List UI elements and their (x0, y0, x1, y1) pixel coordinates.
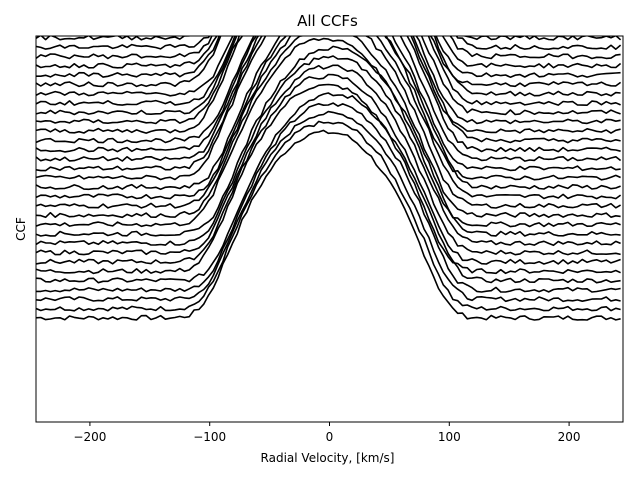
ccf-curve-6 (36, 83, 621, 275)
x-tick-label: 200 (558, 430, 581, 444)
ccf-curve-8 (36, 64, 621, 256)
ccf-curve-21 (36, 36, 621, 134)
ccf-curve-7 (36, 73, 621, 265)
ccf-curve-24 (36, 36, 621, 106)
ccf-curve-4 (36, 102, 621, 293)
ccf-curve-26 (36, 36, 622, 88)
ccf-curve-22 (36, 36, 621, 125)
ccf-curve-18 (36, 36, 622, 162)
ccf-curves (36, 0, 622, 321)
ccf-curve-10 (36, 45, 621, 237)
x-tick-label: 0 (326, 430, 334, 444)
ccf-curve-5 (36, 92, 621, 284)
ccf-curve-12 (36, 36, 621, 219)
ccf-curve-1 (36, 129, 621, 321)
ccf-curve-14 (36, 36, 622, 200)
x-tick-label: 100 (438, 430, 461, 444)
ccf-curve-30 (36, 36, 622, 50)
ccf-curve-15 (36, 36, 621, 191)
ccf-curve-23 (36, 36, 621, 116)
chart-title: All CCFs (297, 12, 358, 30)
x-tick-label: −100 (193, 430, 226, 444)
ccf-curve-25 (36, 36, 621, 97)
ccf-curve-11 (36, 37, 621, 228)
ccf-curve-29 (36, 36, 621, 60)
ccf-curve-35 (36, 0, 621, 3)
x-axis-label: Radial Velocity, [km/s] (261, 451, 395, 465)
ccf-curve-3 (36, 110, 621, 303)
x-axis-ticks: −200 −100 0 100 200 (73, 422, 581, 444)
ccf-curve-34 (36, 0, 621, 12)
x-tick-label: −200 (73, 430, 106, 444)
ccf-curve-20 (36, 36, 621, 144)
ccf-curve-19 (36, 36, 621, 153)
ccf-curve-28 (36, 36, 622, 69)
ccf-curve-9 (36, 55, 621, 247)
ccf-curve-2 (36, 120, 621, 312)
ccf-curve-17 (36, 36, 621, 172)
ccf-curve-13 (36, 36, 621, 209)
ccf-curve-16 (36, 36, 621, 181)
y-axis-label: CCF (14, 217, 28, 241)
ccf-curve-27 (36, 36, 621, 78)
